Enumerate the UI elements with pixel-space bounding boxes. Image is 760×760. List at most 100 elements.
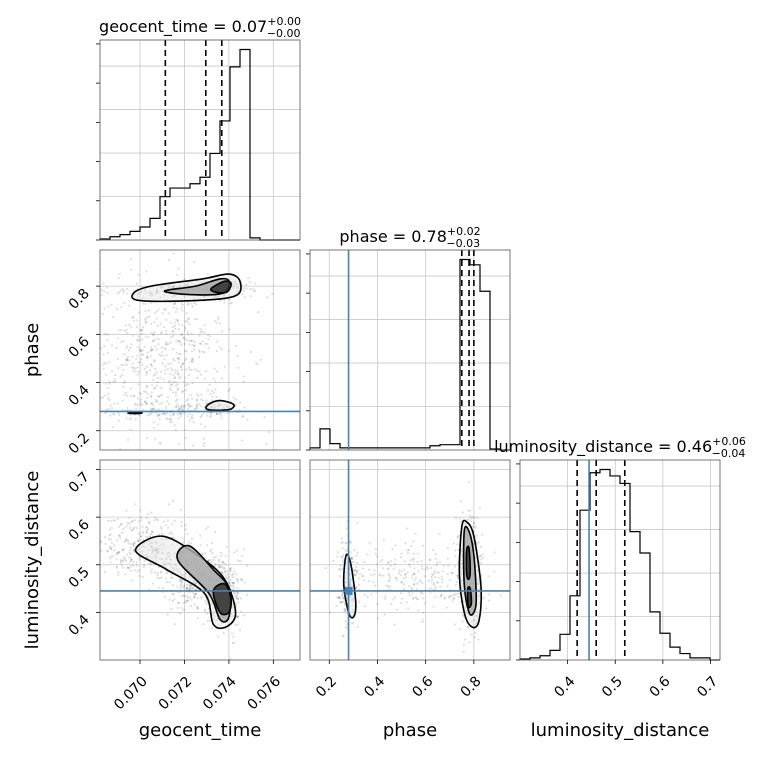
sample-point	[97, 544, 99, 546]
sample-point	[144, 335, 147, 338]
sample-point	[140, 519, 143, 522]
sample-point	[457, 595, 460, 599]
histogram-step	[519, 468, 720, 661]
sample-point	[229, 570, 232, 573]
x-tick-label: 0.6	[409, 673, 436, 700]
sample-point	[112, 412, 115, 415]
sample-point	[157, 308, 160, 311]
sample-point	[55, 287, 57, 289]
sample-point	[141, 408, 145, 411]
sample-point	[126, 566, 129, 570]
sample-point	[246, 418, 249, 421]
sample-point	[191, 414, 194, 417]
sample-point	[257, 311, 260, 314]
sample-point	[439, 595, 442, 599]
sample-point	[353, 568, 357, 572]
sample-point	[182, 608, 185, 611]
sample-point	[174, 372, 177, 375]
sample-point	[223, 301, 226, 304]
sample-point	[126, 344, 129, 348]
sample-point	[236, 593, 239, 596]
sample-point	[146, 351, 149, 354]
sample-point	[387, 561, 390, 564]
sample-point	[433, 576, 436, 579]
sample-point	[138, 574, 141, 578]
sample-point	[229, 567, 232, 571]
sample-point	[145, 371, 148, 374]
sample-point	[417, 609, 420, 612]
sample-point	[158, 403, 162, 406]
sample-point	[344, 542, 347, 545]
sample-point	[374, 552, 377, 555]
sample-point	[235, 603, 238, 606]
sample-point	[117, 571, 120, 574]
sample-point	[131, 362, 134, 365]
sample-point	[222, 561, 225, 564]
sample-point	[193, 603, 196, 606]
sample-point	[133, 395, 136, 398]
sample-point	[131, 334, 134, 337]
sample-point	[413, 582, 416, 586]
sample-point	[115, 566, 119, 569]
sample-point	[126, 358, 129, 361]
sample-point	[159, 442, 162, 445]
sample-point	[130, 366, 133, 369]
sample-point	[174, 428, 178, 431]
sample-point	[131, 355, 134, 358]
sample-point	[122, 558, 126, 562]
sample-point	[159, 370, 162, 373]
sample-point	[421, 618, 424, 621]
sample-point	[142, 349, 145, 352]
sample-point	[148, 315, 151, 318]
sample-point	[105, 408, 108, 411]
sample-point	[430, 578, 434, 581]
sample-point	[220, 348, 223, 351]
sample-point	[452, 594, 455, 597]
sample-point	[164, 365, 167, 368]
sample-point	[242, 614, 246, 617]
sample-point	[473, 521, 476, 524]
sample-point	[190, 584, 193, 587]
sample-point	[182, 594, 185, 597]
sample-point	[138, 311, 141, 314]
sample-point	[181, 390, 185, 393]
sample-point	[136, 539, 140, 542]
sample-point	[193, 592, 196, 595]
sample-point	[150, 401, 154, 405]
sample-point	[216, 412, 219, 416]
sample-point	[157, 395, 160, 398]
sample-point	[453, 623, 457, 626]
sample-point	[195, 605, 199, 608]
sample-point	[454, 549, 457, 552]
sample-point	[128, 551, 131, 554]
sample-point	[143, 345, 146, 348]
sample-point	[133, 367, 136, 370]
sample-point	[135, 561, 138, 564]
sample-point	[150, 532, 153, 535]
sample-point	[147, 521, 150, 524]
sample-point	[412, 540, 415, 543]
sample-point	[182, 406, 185, 409]
sample-point	[121, 408, 124, 412]
sample-point	[208, 619, 211, 622]
sample-point	[117, 551, 120, 554]
sample-point	[161, 312, 164, 315]
sample-point	[403, 568, 406, 571]
sample-point	[175, 406, 178, 409]
sample-point	[142, 532, 145, 535]
sample-point	[59, 409, 61, 411]
sample-point	[237, 366, 240, 369]
sample-point	[137, 273, 140, 276]
sample-point	[72, 562, 74, 564]
sample-point	[108, 360, 111, 363]
sample-point	[144, 400, 147, 403]
sample-point	[184, 349, 187, 353]
sample-point	[185, 399, 188, 402]
sample-point	[181, 303, 184, 307]
sample-point	[122, 385, 125, 389]
sample-point	[189, 360, 192, 363]
sample-point	[150, 391, 153, 394]
sample-point	[236, 616, 239, 619]
sample-point	[181, 324, 184, 327]
sample-point	[415, 597, 418, 601]
